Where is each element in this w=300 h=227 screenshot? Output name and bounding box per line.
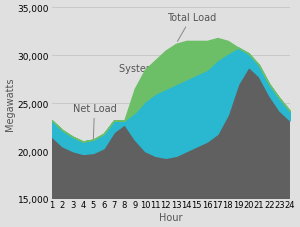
Text: Total Load: Total Load [167, 13, 216, 42]
Y-axis label: Megawatts: Megawatts [5, 77, 15, 130]
Text: System Load: System Load [119, 63, 182, 91]
Text: Net Load: Net Load [73, 103, 116, 139]
X-axis label: Hour: Hour [159, 212, 183, 222]
